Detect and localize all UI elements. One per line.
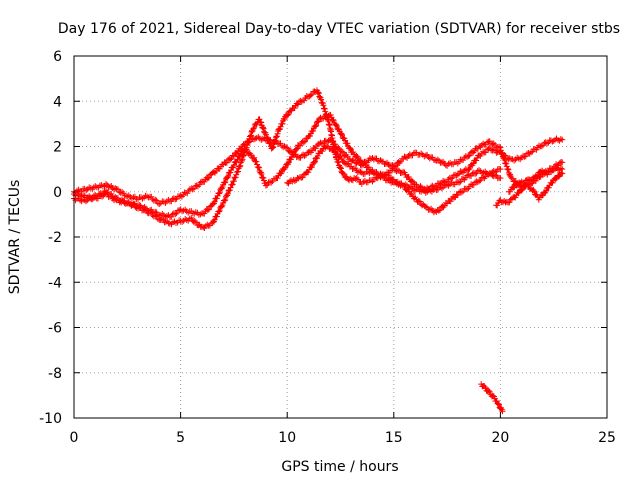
series-trace-f	[505, 165, 566, 195]
y-tick-label: 2	[53, 140, 62, 156]
axis-ticks: 0 5 10 15 20 25 -10 -8 -6 -4 -2 0 2 4 6	[39, 49, 616, 446]
x-tick-label: 25	[598, 430, 616, 446]
y-tick-label: -2	[48, 230, 62, 246]
series-outlier	[478, 381, 506, 415]
y-tick-label: -8	[48, 366, 62, 382]
marker-trail-outlier	[478, 381, 506, 415]
marker-trail-trace-d	[284, 143, 504, 196]
y-tick-label: 0	[53, 185, 62, 201]
series-trace-d	[284, 143, 504, 196]
plot-frame	[73, 55, 608, 419]
x-tick-label: 10	[278, 430, 296, 446]
x-tick-label: 0	[70, 430, 79, 446]
y-axis-label: SDTVAR / TECUs	[7, 180, 23, 295]
marker-trail-trace-f	[505, 165, 566, 195]
chart-title: Day 176 of 2021, Sidereal Day-to-day VTE…	[58, 21, 620, 37]
grid-lines	[74, 56, 607, 418]
y-tick-label: -6	[48, 321, 62, 337]
x-axis-label: GPS time / hours	[281, 459, 398, 475]
y-tick-label: 4	[53, 94, 62, 110]
y-tick-label: -4	[48, 275, 62, 291]
y-tick-label: 6	[53, 49, 62, 65]
y-tick-label: -10	[39, 411, 62, 427]
x-tick-label: 15	[385, 430, 403, 446]
x-tick-label: 20	[491, 430, 509, 446]
series-trace-e	[493, 170, 566, 209]
marker-trail-trace-e	[493, 170, 566, 209]
x-tick-label: 5	[176, 430, 185, 446]
